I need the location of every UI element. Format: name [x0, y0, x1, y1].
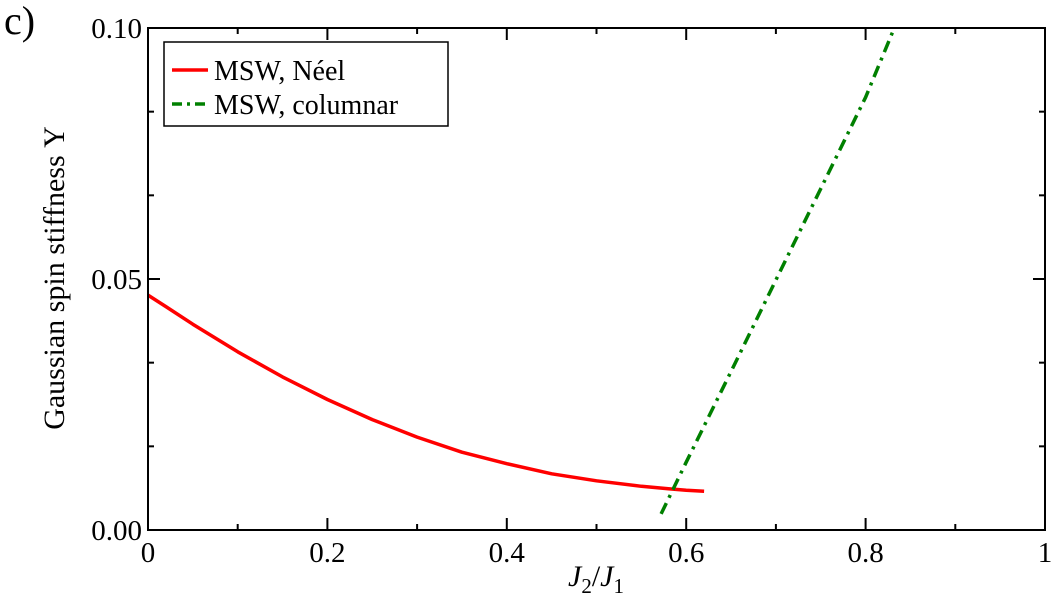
y-tick-label: 0.05: [91, 264, 142, 296]
y-axis-label: Gaussian spin stiffness Υ: [38, 126, 71, 430]
x-tick-label: 0.6: [668, 537, 704, 569]
panel-label: c): [4, 0, 35, 43]
x-tick-label: 0.8: [847, 537, 883, 569]
legend-label-neel: MSW, Néel: [214, 56, 345, 87]
x-label-sub1: 1: [614, 574, 625, 598]
legend-box: [163, 41, 449, 127]
x-tick-label: 0.2: [309, 537, 345, 569]
x-label-j2: J: [568, 560, 583, 593]
x-tick-label: 0.4: [489, 537, 526, 569]
legend-label-columnar: MSW, columnar: [214, 90, 399, 121]
series-line-columnar: [659, 27, 896, 515]
x-tick-label: 0: [141, 537, 156, 569]
y-tick-label: 0.10: [91, 13, 142, 45]
series-line-neel: [147, 293, 705, 494]
x-label-slash: /: [592, 560, 601, 593]
x-tick-label: 1: [1038, 537, 1053, 569]
plot-frame: [147, 27, 1046, 531]
tick-labels: 0 0.2 0.4 0.6 0.8 1 0.00 0.05 0.10: [91, 13, 1052, 569]
plot-series: [147, 27, 896, 515]
x-label-j1: J: [600, 560, 615, 593]
legend: MSW, Néel MSW, columnar: [163, 41, 449, 127]
x-label-sub2: 2: [581, 574, 592, 598]
y-tick-label: 0.00: [91, 515, 142, 547]
x-axis-label: J2/J1: [568, 560, 624, 598]
